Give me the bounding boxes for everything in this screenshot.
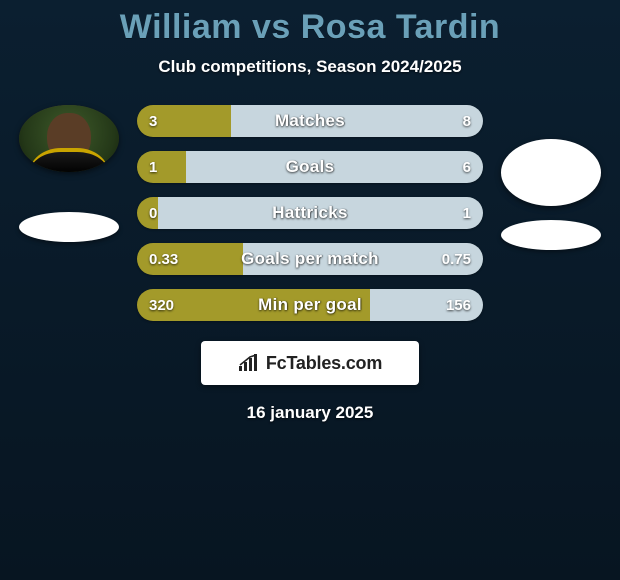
stat-bar: 16Goals <box>137 151 483 183</box>
player-right-avatar <box>501 139 601 206</box>
stat-bar: 38Matches <box>137 105 483 137</box>
subtitle: Club competitions, Season 2024/2025 <box>0 57 620 77</box>
player-left-logo-placeholder <box>19 212 119 242</box>
page-title: William vs Rosa Tardin <box>0 8 620 47</box>
stat-bar: 320156Min per goal <box>137 289 483 321</box>
player-right-logo-placeholder <box>501 220 601 250</box>
stat-bars: 38Matches 16Goals 01Hattricks 0.330.75Goals… <box>137 105 483 321</box>
stat-bar: 01Hattricks <box>137 197 483 229</box>
generation-date: 16 january 2025 <box>0 403 620 423</box>
player-left-avatar <box>19 105 119 172</box>
brand-text: FcTables.com <box>266 353 382 374</box>
brand-badge: FcTables.com <box>201 341 419 385</box>
stat-bar: 0.330.75Goals per match <box>137 243 483 275</box>
comparison-arena: 38Matches 16Goals 01Hattricks 0.330.75Goals… <box>0 105 620 321</box>
player-left-side <box>19 105 119 242</box>
brand-icon <box>238 354 260 372</box>
player-right-side <box>501 105 601 250</box>
